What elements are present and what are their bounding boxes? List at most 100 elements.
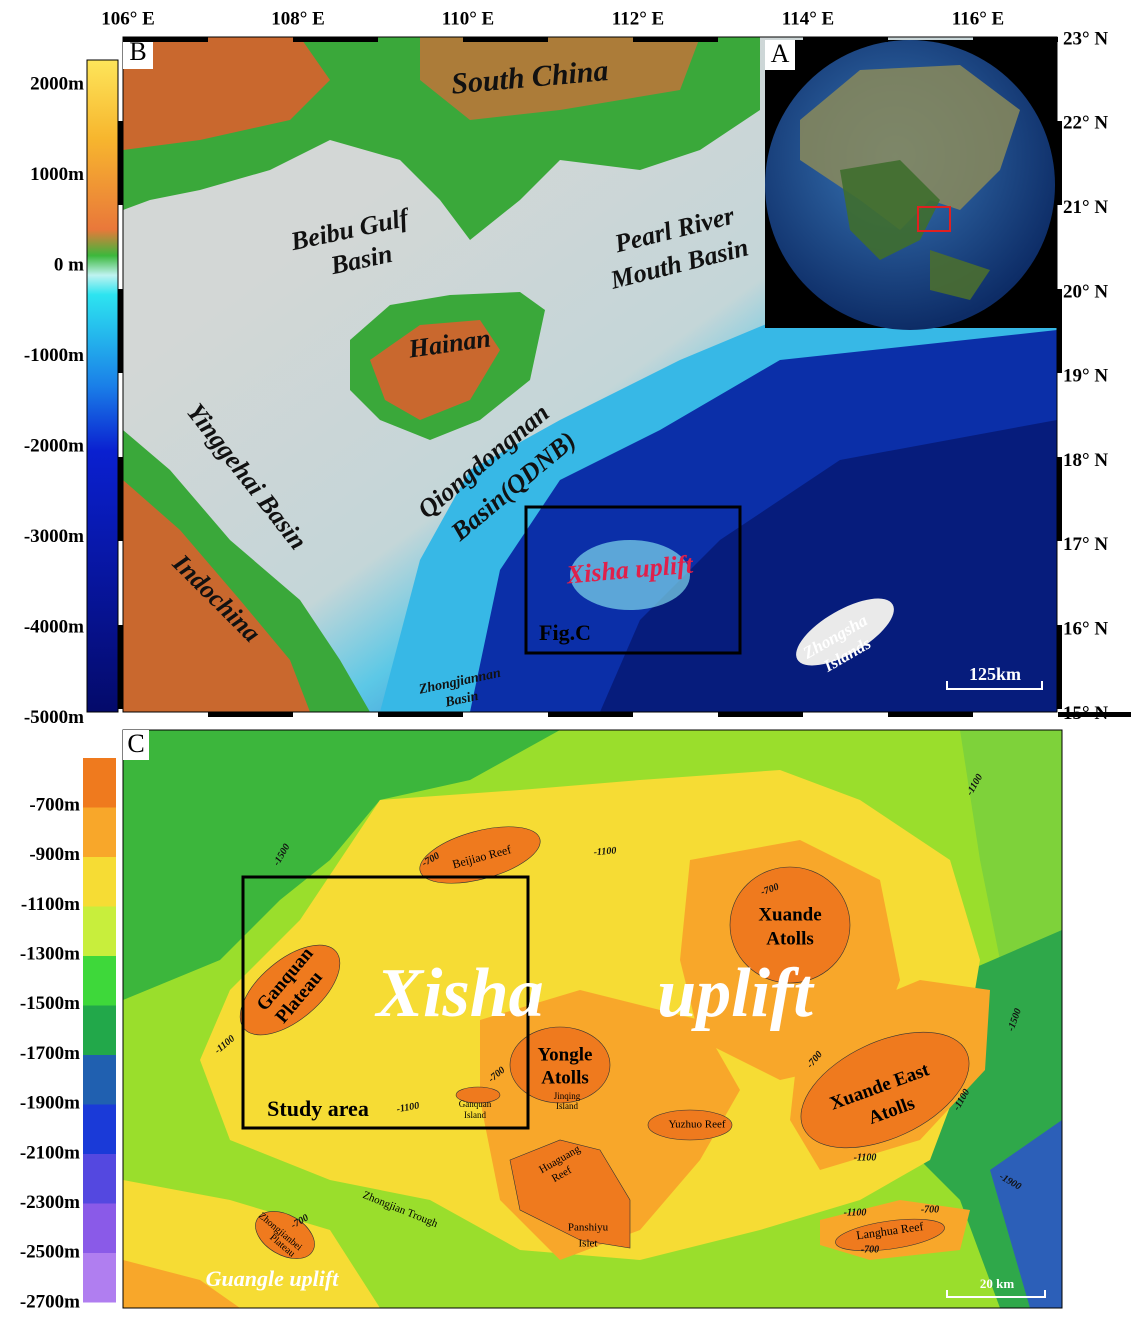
colorbar-label: -5000m [24,707,84,728]
colorbar-band [83,1203,116,1253]
colorbar-band [83,1154,116,1204]
place-name: Atolls [541,1067,589,1088]
frame-tick [118,625,123,709]
frame-tick [293,37,378,42]
colorbar-label: 0 m [54,254,84,275]
letter-box [123,730,149,760]
panel-letter: C [127,729,144,758]
colorbar-label: -2500m [20,1242,80,1263]
place-name: Jinqing [554,1091,581,1101]
frame-tick [1057,121,1062,205]
frame-tick [973,37,1058,42]
frame-tick [1057,457,1062,541]
colorbar-b [86,59,119,713]
contour-label: -1100 [593,845,617,858]
colorbar-label: -1700m [20,1043,80,1064]
longitude-label: 108° E [271,8,325,29]
place-name: Basin [443,689,480,711]
colorbar-band [83,1055,116,1105]
latitude-label: 23° N [1063,28,1108,49]
colorbar-band [83,1104,116,1154]
frame-tick [1057,625,1062,709]
place-name: uplift [657,955,815,1032]
colorbar-band [83,1253,116,1303]
latitude-label: 20° N [1063,281,1108,302]
contour-label: -1100 [396,1100,420,1115]
frame-tick [1057,289,1062,373]
longitude-label: 116° E [952,8,1004,29]
colorbar-band [83,1005,116,1055]
colorbar-label: -1500m [20,993,80,1014]
colorbar-label: -4000m [24,616,84,637]
colorbar-label: -1900m [20,1093,80,1114]
contour-label: -1100 [854,1152,877,1163]
frame-tick [123,37,208,42]
colorbar-label: -2000m [24,435,84,456]
colorbar-label: -700m [29,794,80,815]
frame-tick [378,712,463,717]
colorbar-label: -1100m [21,894,80,915]
latitude-label: 18° N [1063,450,1108,471]
place-name: Xisha [374,955,543,1032]
colorbar-band [83,857,116,907]
longitude-label: 112° E [612,8,664,29]
frame-tick [718,712,803,717]
colorbar-label: -2300m [20,1192,80,1213]
panel-c-map [122,729,1063,1309]
colorbar-label: -2100m [20,1142,80,1163]
frame-tick [118,457,123,541]
frame-tick [118,289,123,373]
colorbar-band [83,758,116,808]
latitude-label: 21° N [1063,197,1108,218]
longitude-label: 110° E [442,8,494,29]
letter-box [123,37,153,69]
colorbar-label: 1000m [30,164,84,185]
colorbar-label: -2700m [20,1291,80,1312]
place-name: Yuzhuo Reef [668,1119,725,1131]
colorbar-band [83,906,116,956]
frame-tick [888,712,973,717]
colorbar-band [83,956,116,1006]
latitude-label: 19° N [1063,366,1108,387]
colorbar-c [83,758,116,1303]
colorbar-band [83,807,116,857]
latitude-label: 16° N [1063,618,1108,639]
colorbar-label: -1300m [20,943,80,964]
place-name: Island [556,1101,578,1111]
place-name: Fig.C [539,620,591,645]
place-name: Atolls [766,928,814,949]
frame-tick [803,37,888,42]
place-name: Xuande [758,904,821,925]
place-name: Guangle uplift [206,1266,340,1291]
longitude-label: 114° E [782,8,834,29]
latitude-label: 15° N [1063,703,1108,724]
contour-label: -700 [861,1244,879,1255]
frame-tick [208,712,293,717]
latitude-label: 17° N [1063,534,1108,555]
frame-tick [633,37,718,42]
frame-tick [118,121,123,205]
place-name: Island [464,1110,486,1120]
place-name: Ganquan [459,1099,492,1109]
contour-label: -1100 [844,1207,867,1218]
panel-a-inset [765,40,1057,330]
place-name: Yongle [538,1044,593,1065]
letter-box [765,40,795,70]
contour-label: -700 [921,1204,939,1215]
colorbar-label: -900m [29,844,80,865]
place-name: Panshiyu [568,1222,609,1234]
colorbar-label: -1000m [24,345,84,366]
longitude-label: 106° E [101,8,155,29]
panel-letter: A [771,39,790,68]
place-name: Islet [579,1238,598,1250]
place-name: Study area [267,1096,369,1121]
panel-letter: B [129,37,146,66]
frame-tick [1058,712,1131,717]
frame-tick [463,37,548,42]
frame-tick [548,712,633,717]
scale-label: 20 km [980,1276,1014,1291]
scale-label: 125km [969,664,1021,684]
colorbar-label: 2000m [30,73,84,94]
